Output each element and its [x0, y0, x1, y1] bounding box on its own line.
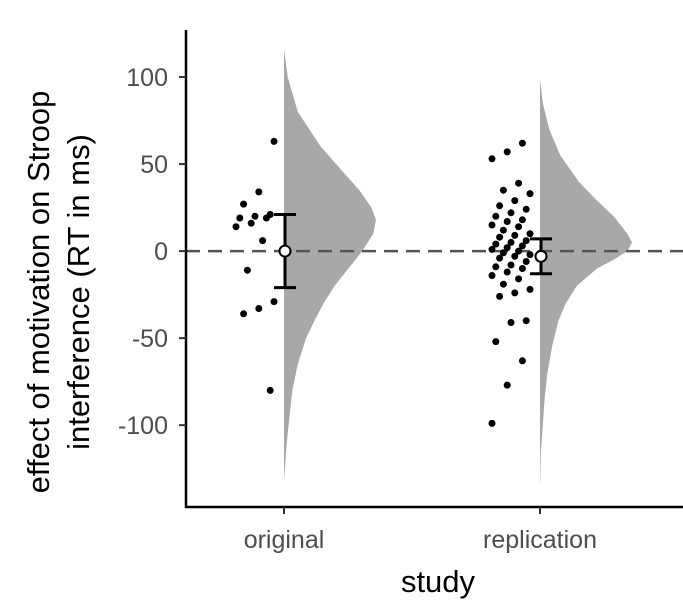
- x-tick-label-original: original: [244, 526, 325, 554]
- data-point: [526, 285, 534, 293]
- data-point: [507, 261, 515, 269]
- data-point: [488, 221, 496, 229]
- data-point: [503, 148, 511, 156]
- data-point: [255, 188, 263, 196]
- data-point: [522, 258, 530, 265]
- data-point: [515, 179, 523, 187]
- data-point: [488, 155, 496, 163]
- y-axis-title-line-2: interference (RT in ms): [61, 134, 96, 450]
- data-point: [270, 137, 278, 145]
- data-point: [499, 226, 507, 234]
- data-point: [522, 205, 530, 213]
- y-tick-label: 100: [126, 64, 168, 92]
- data-point: [492, 338, 500, 346]
- y-tick-label: -100: [118, 412, 168, 440]
- data-point: [270, 298, 278, 306]
- data-point: [496, 292, 504, 300]
- data-point: [518, 139, 526, 147]
- data-point: [499, 280, 507, 288]
- data-point: [518, 216, 526, 224]
- data-point: [499, 186, 507, 194]
- data-point: [496, 254, 504, 262]
- data-point: [518, 265, 526, 272]
- y-tick-label: 0: [154, 238, 168, 266]
- data-point: [488, 419, 496, 427]
- density-replication: [540, 78, 632, 487]
- data-point: [518, 357, 526, 365]
- data-point: [499, 249, 507, 257]
- data-point: [262, 214, 270, 222]
- data-point: [515, 223, 523, 231]
- data-point: [236, 214, 244, 222]
- y-axis-ticks: 100 50 0 -50 -100: [118, 64, 186, 440]
- data-point: [496, 233, 504, 241]
- data-point: [259, 237, 267, 245]
- data-point: [492, 212, 500, 220]
- data-point: [511, 231, 519, 239]
- x-axis-ticks: original replication: [244, 507, 597, 554]
- data-point: [243, 266, 251, 274]
- data-point: [507, 319, 515, 326]
- data-point: [526, 230, 534, 238]
- data-point: [488, 272, 496, 279]
- data-point: [503, 244, 511, 252]
- data-point: [255, 305, 263, 312]
- data-point: [492, 240, 500, 248]
- data-point: [503, 218, 511, 225]
- data-point: [492, 263, 500, 271]
- data-point: [522, 237, 530, 245]
- data-point: [232, 223, 240, 231]
- data-point: [488, 245, 496, 253]
- data-point: [247, 219, 255, 227]
- points-layer: [232, 137, 534, 427]
- x-tick-label-replication: replication: [483, 526, 597, 554]
- density-original: [284, 49, 376, 481]
- data-point: [511, 197, 519, 205]
- data-point: [251, 212, 259, 220]
- data-point: [240, 310, 248, 318]
- data-point: [515, 275, 523, 283]
- data-point: [526, 251, 534, 259]
- y-tick-label: 50: [140, 151, 168, 179]
- y-tick-label: -50: [132, 325, 168, 353]
- data-point: [266, 386, 274, 394]
- y-axis-title-line-1: effect of motivation on Stroop: [21, 91, 56, 494]
- data-point: [507, 209, 515, 217]
- data-point: [511, 289, 519, 297]
- data-point: [240, 200, 248, 208]
- data-point: [518, 242, 526, 250]
- summary-layer: [274, 213, 552, 290]
- x-axis-title: study: [401, 564, 476, 599]
- density-layer: [284, 49, 632, 487]
- data-point: [496, 202, 504, 210]
- data-point: [507, 238, 515, 246]
- data-point: [522, 317, 530, 325]
- data-point: [511, 252, 519, 260]
- data-point: [526, 190, 534, 198]
- mean-marker-replication: [534, 249, 548, 263]
- data-point: [515, 247, 523, 255]
- data-point: [503, 381, 511, 389]
- mean-marker-original: [278, 244, 292, 258]
- data-point: [503, 268, 511, 276]
